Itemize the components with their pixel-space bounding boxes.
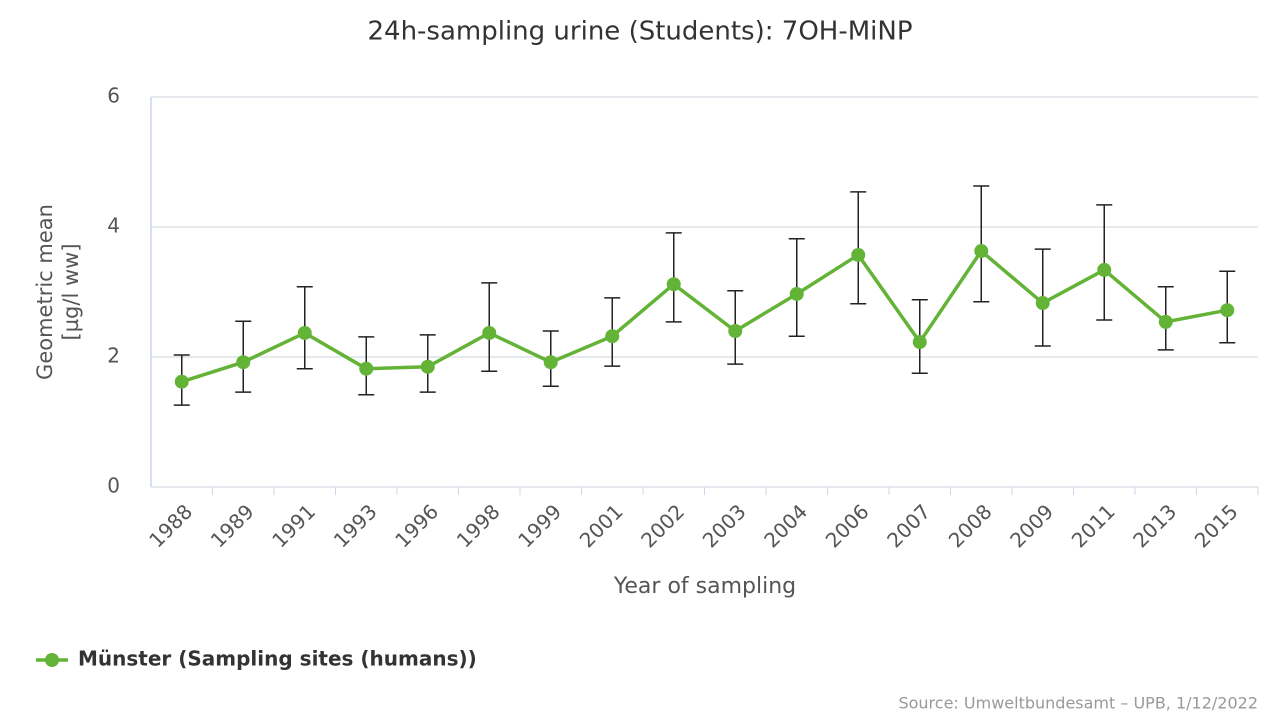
data-point [174,374,189,389]
data-point [789,286,804,301]
y-tick-label: 6 [107,84,120,108]
data-point [666,277,681,292]
x-axis-label: Year of sampling [613,574,796,599]
x-tick-label: 2004 [759,499,812,552]
y-tick-label: 2 [107,344,120,368]
y-axis-label: Geometric mean [33,204,57,380]
chart-title: 24h-sampling urine (Students): 7OH-MiNP [367,17,912,47]
data-point [482,325,497,340]
series-line [181,248,1228,384]
y-tick-label: 4 [107,214,120,238]
data-point [1097,262,1112,277]
legend-marker [45,653,59,667]
y-axis-label: [µg/l ww] [59,243,83,340]
x-tick-label: 1993 [329,499,382,552]
data-point [1035,296,1050,311]
data-point [1220,303,1235,318]
data-point [728,324,743,338]
y-tick-label: 0 [107,474,120,498]
x-tick-label: 2007 [882,499,935,552]
x-tick-label: 2011 [1067,499,1120,552]
x-tick-label: 1998 [452,499,505,552]
data-point [912,335,927,350]
data-point [1158,314,1173,329]
data-point [297,325,312,340]
data-point [851,247,866,262]
data-point [974,244,989,259]
data-point [359,361,374,376]
legend-label: Münster (Sampling sites (humans)) [78,647,477,671]
x-tick-label: 1999 [513,499,566,552]
source: Source: Umweltbundesamt – UPB, 1/12/2022 [898,694,1258,713]
data-point [236,355,251,370]
data-point [605,329,620,344]
data-point [420,359,435,374]
x-tick-label: 1988 [144,499,197,552]
x-tick-label: 1989 [206,499,259,552]
x-tick-label: 2009 [1005,499,1058,552]
x-tick-label: 1991 [267,499,320,552]
x-tick-label: 2008 [944,499,997,552]
x-tick-label: 2006 [821,499,874,552]
x-tick-label: 1996 [390,499,443,552]
data-point [543,355,558,370]
x-tick-label: 2013 [1128,499,1181,552]
x-tick-label: 2003 [698,499,751,552]
x-tick-label: 2002 [636,499,689,552]
x-tick-label: 2015 [1190,499,1243,552]
x-tick-label: 2001 [575,499,628,552]
